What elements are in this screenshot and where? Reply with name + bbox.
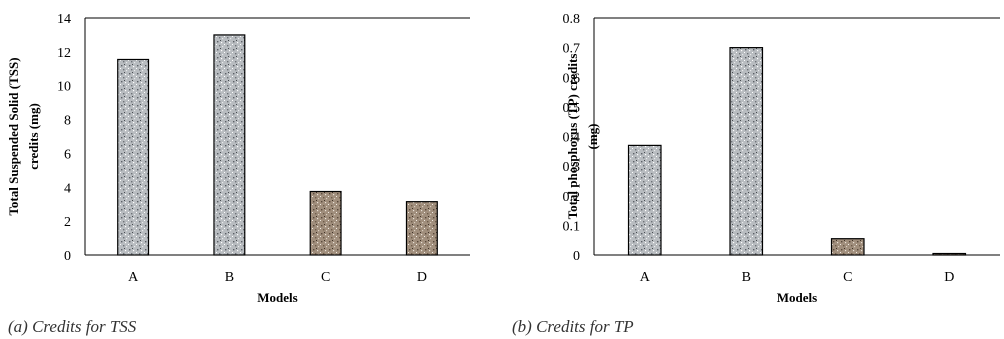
figure-caption: (b) Credits for TP	[512, 317, 634, 336]
x-tick-label: C	[321, 270, 330, 285]
chart-tp: 0 0.1 0.2 0.3 0.4 0.5 0.6 0.7 0.8 A B C D Models Total…	[512, 12, 1000, 336]
y-tick-label: 12	[57, 46, 71, 61]
y-tick-label: 0.7	[563, 42, 581, 57]
chart-tss: 0 2 4 6 8 10 12 14 A B C D Models Total Suspended Sol…	[6, 12, 470, 336]
bar-B	[213, 34, 246, 256]
x-axis-title: Models	[777, 290, 817, 305]
figure-caption: (a) Credits for TSS	[8, 317, 137, 336]
y-tick-label: 4	[64, 181, 71, 196]
y-axis-title-line: Total phosphorus (TP) credits	[565, 54, 580, 220]
bar-A	[117, 58, 150, 256]
y-tick-label: 0.3	[563, 160, 581, 175]
y-tick-label: 0.8	[563, 12, 581, 27]
y-axis-title: Total phosphorus (TP) credits (mg)	[565, 54, 600, 220]
y-axis-title-line: (mg)	[585, 124, 600, 150]
y-tick-label: 8	[64, 114, 71, 129]
y-axis-title: Total Suspended Solid (TSS) credits (mg)	[6, 57, 41, 215]
y-axis-title-line: credits (mg)	[26, 103, 41, 170]
y-tick-label: 0.2	[563, 190, 581, 205]
y-tick-label: 2	[64, 215, 71, 230]
x-tick-label: D	[417, 270, 427, 285]
bar-B	[729, 47, 764, 256]
x-tick-label: B	[742, 270, 751, 285]
x-tick-label: A	[128, 270, 139, 285]
x-tick-label: B	[225, 270, 234, 285]
bar-D	[405, 201, 438, 256]
x-tick-label: D	[944, 270, 954, 285]
y-tick-label: 0.5	[563, 101, 581, 116]
y-tick-label: 0.4	[563, 131, 581, 146]
x-tick-label: A	[640, 270, 651, 285]
x-axis-title: Models	[257, 290, 297, 305]
y-tick-label: 0.1	[563, 219, 581, 234]
y-tick-label: 14	[57, 12, 71, 27]
bar-C	[309, 190, 342, 256]
bar-A	[627, 144, 662, 256]
y-tick-label: 0	[573, 249, 580, 264]
bar-C	[830, 238, 865, 256]
x-tick-label: C	[843, 270, 852, 285]
y-tick-label: 10	[57, 80, 71, 95]
y-axis-title-line: Total Suspended Solid (TSS)	[6, 57, 21, 215]
y-tick-label: 6	[64, 147, 71, 162]
y-tick-label: 0	[64, 249, 71, 264]
y-tick-label: 0.6	[563, 71, 581, 86]
